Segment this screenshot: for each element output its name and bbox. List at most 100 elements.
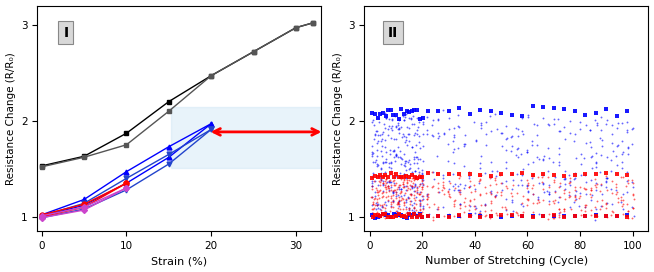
- Point: [403, 186, 413, 190]
- Point: [388, 199, 399, 203]
- Point: [367, 174, 377, 179]
- Point: [369, 206, 379, 210]
- Point: [385, 136, 396, 141]
- Point: [385, 180, 395, 184]
- Point: [480, 214, 490, 218]
- Point: [393, 145, 404, 149]
- Point: [386, 160, 396, 164]
- Point: [601, 188, 611, 192]
- Point: [600, 122, 611, 126]
- Point: [370, 212, 381, 216]
- Point: [414, 119, 424, 124]
- Point: [370, 215, 380, 220]
- Point: [485, 212, 495, 217]
- Point: [528, 104, 538, 109]
- Point: [393, 201, 404, 205]
- Point: [385, 147, 396, 152]
- Point: [404, 110, 415, 115]
- Point: [606, 178, 617, 183]
- Point: [443, 192, 454, 197]
- Point: [596, 143, 607, 148]
- Point: [404, 162, 415, 166]
- Point: [564, 193, 574, 197]
- Point: [409, 185, 420, 190]
- Point: [434, 190, 444, 194]
- Point: [407, 185, 417, 189]
- Point: [396, 194, 407, 198]
- Point: [422, 202, 432, 207]
- Point: [399, 185, 409, 189]
- Point: [381, 160, 391, 164]
- Point: [389, 178, 400, 182]
- Point: [475, 215, 485, 219]
- Point: [485, 176, 496, 180]
- Point: [574, 120, 585, 124]
- Point: [570, 196, 581, 201]
- Point: [408, 212, 419, 216]
- Point: [400, 176, 411, 180]
- Point: [372, 174, 383, 179]
- Point: [459, 164, 470, 168]
- Point: [469, 120, 479, 124]
- Point: [532, 133, 542, 137]
- Point: [380, 212, 390, 217]
- Point: [480, 203, 490, 207]
- Point: [411, 208, 421, 212]
- Point: [367, 187, 377, 191]
- Point: [433, 186, 443, 190]
- Point: [585, 178, 596, 182]
- Point: [560, 169, 570, 174]
- Point: [394, 199, 404, 203]
- Point: [628, 126, 638, 131]
- Point: [518, 132, 528, 136]
- Point: [383, 107, 394, 112]
- Point: [388, 189, 399, 194]
- Point: [417, 181, 427, 185]
- Point: [422, 109, 433, 113]
- Point: [528, 172, 538, 177]
- Point: [400, 191, 410, 195]
- Point: [517, 114, 528, 118]
- Point: [517, 183, 527, 187]
- Point: [560, 187, 570, 191]
- Point: [393, 206, 404, 210]
- Point: [399, 112, 409, 116]
- Point: [406, 184, 417, 188]
- Point: [402, 180, 412, 184]
- Point: [367, 195, 377, 200]
- Point: [412, 191, 422, 196]
- Point: [539, 190, 549, 194]
- Point: [381, 177, 391, 181]
- Point: [372, 203, 383, 207]
- Point: [454, 172, 464, 177]
- Point: [406, 193, 417, 197]
- Point: [404, 116, 414, 121]
- Point: [511, 191, 522, 195]
- Point: [533, 199, 543, 204]
- Point: [379, 209, 390, 213]
- Point: [400, 140, 410, 144]
- Point: [412, 160, 422, 165]
- Point: [383, 213, 393, 218]
- Point: [411, 143, 422, 147]
- Point: [555, 128, 565, 133]
- Point: [521, 150, 532, 154]
- Point: [617, 175, 628, 180]
- Point: [595, 207, 606, 211]
- Point: [428, 184, 438, 188]
- Point: [406, 212, 417, 217]
- Point: [475, 125, 486, 130]
- Point: [400, 168, 411, 172]
- Point: [378, 189, 388, 193]
- Point: [449, 133, 460, 138]
- Point: [379, 122, 389, 126]
- Point: [386, 169, 396, 174]
- Point: [590, 118, 600, 122]
- Point: [372, 203, 383, 207]
- Point: [601, 214, 611, 218]
- Point: [622, 130, 632, 134]
- Point: [421, 197, 432, 202]
- Point: [375, 174, 386, 178]
- Point: [396, 157, 407, 161]
- Point: [458, 199, 469, 204]
